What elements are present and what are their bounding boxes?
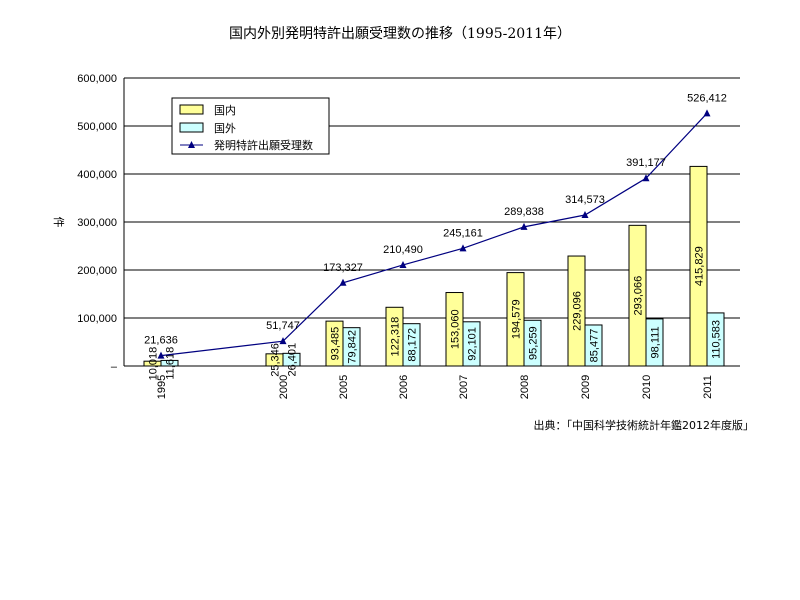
y-tick-label: 300,000 bbox=[77, 217, 117, 229]
bar-label-domestic: 194,579 bbox=[511, 299, 523, 339]
legend-label-total: 発明特許出願受理数 bbox=[214, 138, 313, 152]
total-data-label: 526,412 bbox=[687, 92, 727, 104]
legend: 国内 国外 発明特許出願受理数 bbox=[171, 97, 330, 155]
total-marker bbox=[157, 351, 165, 359]
total-data-label: 173,327 bbox=[323, 262, 363, 274]
total-marker bbox=[279, 337, 287, 345]
x-tick-label: 1995 bbox=[156, 375, 168, 399]
legend-swatch-domestic bbox=[179, 104, 204, 115]
total-line bbox=[157, 109, 711, 359]
bar-label-domestic: 10,018 bbox=[148, 347, 160, 381]
total-marker bbox=[642, 174, 650, 182]
y-tick-label: 100,000 bbox=[77, 313, 117, 325]
bar-label-foreign: 11,618 bbox=[165, 347, 177, 380]
bar-label-foreign: 85,477 bbox=[589, 329, 601, 363]
x-tick-label: 2008 bbox=[519, 375, 531, 399]
bar-label-foreign: 98,111 bbox=[650, 326, 662, 358]
legend-swatch-foreign bbox=[179, 122, 204, 133]
bar-label-foreign: 79,842 bbox=[347, 330, 359, 364]
y-tick-label: 400,000 bbox=[77, 169, 117, 181]
bar-label-foreign: 92,101 bbox=[467, 327, 479, 361]
chart-title: 国内外別発明特許出願受理数の推移（1995-2011年） bbox=[229, 26, 571, 42]
total-marker bbox=[520, 222, 528, 230]
bar-label-domestic: 93,485 bbox=[330, 327, 342, 361]
y-tick-label: 600,000 bbox=[77, 73, 117, 85]
y-tick-label: – bbox=[111, 361, 118, 373]
line-labels: 21,636 51,747 173,327 210,490 245,161 289,838… bbox=[144, 92, 727, 346]
total-marker bbox=[339, 278, 347, 286]
bar-label-domestic: 122,318 bbox=[390, 317, 402, 357]
total-data-label: 289,838 bbox=[504, 206, 544, 218]
total-data-label: 391,177 bbox=[626, 157, 666, 169]
legend-label-foreign: 国外 bbox=[214, 122, 236, 135]
y-axis-ticks: – 100,000 200,000 300,000 400,000 500,000 600,… bbox=[77, 73, 118, 373]
legend-marker-total bbox=[188, 141, 195, 148]
y-tick-label: 200,000 bbox=[77, 265, 117, 277]
x-tick-label: 2009 bbox=[580, 375, 592, 399]
bar-label-foreign: 95,259 bbox=[528, 326, 540, 360]
bar-label-domestic: 415,829 bbox=[694, 246, 706, 286]
legend-label-domestic: 国内 bbox=[214, 103, 236, 117]
total-marker bbox=[581, 211, 589, 219]
total-marker bbox=[459, 244, 467, 252]
bar-labels: 10,018 11,618 25,346 26,401 93,485 79,842 122,… bbox=[148, 246, 723, 380]
bar-label-domestic: 25,346 bbox=[270, 343, 282, 377]
x-tick-label: 2000 bbox=[278, 375, 290, 399]
total-marker bbox=[703, 109, 711, 117]
bar-label-foreign: 110,583 bbox=[711, 320, 723, 359]
bars bbox=[143, 165, 725, 367]
y-axis-label: 件 bbox=[52, 217, 65, 228]
y-tick-label: 500,000 bbox=[77, 121, 117, 133]
bar-label-foreign: 88,172 bbox=[407, 328, 419, 362]
x-tick-label: 2007 bbox=[458, 375, 470, 399]
total-data-label: 314,573 bbox=[565, 194, 605, 206]
bar-label-domestic: 153,060 bbox=[450, 309, 462, 349]
x-tick-label: 2011 bbox=[702, 375, 714, 399]
total-data-label: 51,747 bbox=[266, 320, 300, 332]
total-marker bbox=[399, 260, 407, 268]
x-tick-label: 2010 bbox=[641, 375, 653, 399]
source-note: 出典：｢中国科学技術統計年鑑2012年度版」 bbox=[534, 418, 755, 432]
bar-label-foreign: 26,401 bbox=[287, 343, 299, 377]
total-data-label: 245,161 bbox=[443, 227, 483, 239]
x-tick-label: 2006 bbox=[398, 375, 410, 399]
bar-label-domestic: 293,066 bbox=[633, 276, 645, 316]
total-data-label: 210,490 bbox=[383, 244, 423, 256]
total-data-label: 21,636 bbox=[144, 335, 178, 347]
x-tick-label: 2005 bbox=[338, 375, 350, 399]
x-axis-ticks: 1995 2000 2005 2006 2007 2008 2009 2010 2011 bbox=[156, 375, 714, 399]
bar-label-domestic: 229,096 bbox=[572, 291, 584, 331]
